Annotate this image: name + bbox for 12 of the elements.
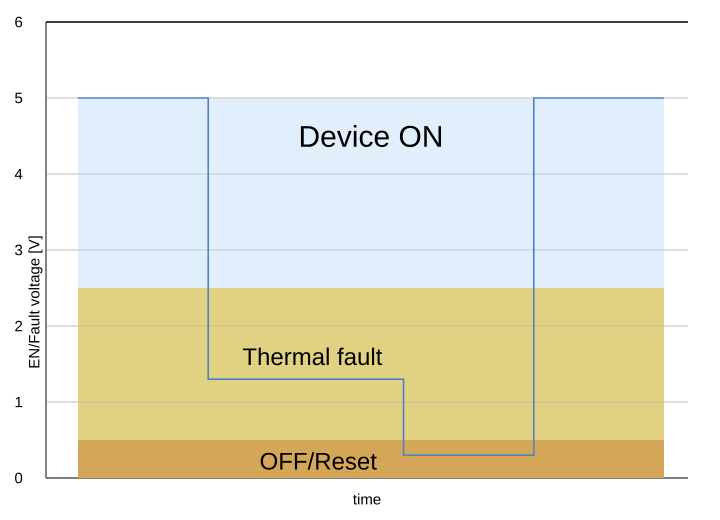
y-tick-label: 3 [15, 244, 22, 256]
band-label: Thermal fault [242, 348, 382, 366]
band-label: Device ON [300, 124, 442, 148]
y-tick-label: 2 [15, 320, 22, 332]
y-tick-label: 4 [14, 168, 22, 180]
y-tick-label: 0 [15, 472, 22, 484]
band-label: OFF/Reset [260, 452, 377, 470]
y-axis-title: EN/Fault voltage [V] [28, 236, 42, 368]
y-tick-label: 1 [16, 396, 22, 408]
y-tick-label: 5 [15, 92, 22, 104]
x-axis-title: time [353, 494, 381, 505]
y-tick-label: 6 [15, 16, 22, 28]
